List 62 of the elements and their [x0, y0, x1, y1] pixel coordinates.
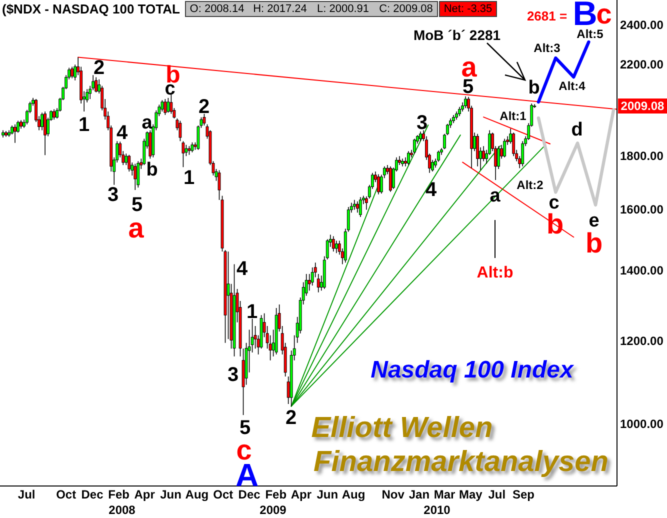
y-tick-label: 1200.00 — [620, 334, 664, 348]
annotation: Alt:2 — [516, 178, 544, 192]
annotation: 1 — [246, 301, 258, 323]
annotation: b — [146, 160, 158, 180]
annotation: a — [142, 112, 153, 134]
annotation: Elliott Wellen — [311, 412, 493, 444]
annotation: 2681 = — [526, 8, 568, 24]
annotation: d — [571, 120, 583, 140]
x-tick-label: Oct — [213, 488, 234, 502]
x-tick-label: Jun — [316, 488, 338, 502]
annotation: Alt:4 — [558, 79, 586, 93]
annotation: 1 — [183, 167, 195, 189]
y-tick-label: 1800.00 — [620, 148, 664, 163]
x-tick-label: Nov — [382, 488, 405, 502]
x-tick-label: Apr — [290, 488, 312, 502]
annotation: 2 — [93, 57, 105, 79]
x-tick-label: Jul — [488, 488, 506, 502]
x-tick-label: Aug — [185, 488, 209, 502]
annotation: 4 — [116, 122, 128, 144]
annotation: b — [528, 78, 540, 98]
x-tick-label: Aug — [342, 488, 366, 502]
annotation: 1 — [78, 114, 90, 136]
annotation: O: 2008.14 — [190, 3, 244, 15]
annotation: Net: -3.35 — [444, 3, 492, 15]
y-tick-label: 1400.00 — [620, 264, 664, 278]
x-tick-label: Jun — [160, 488, 182, 502]
y-tick-label: 2200.00 — [620, 57, 664, 72]
x-tick-label: Dec — [81, 488, 104, 502]
x-tick-label: Oct — [56, 488, 76, 502]
annotation: Alt:b — [476, 264, 514, 282]
annotation: H: 2017.24 — [253, 3, 307, 15]
annotation: c — [548, 192, 560, 214]
annotation: L: 2000.91 — [317, 3, 369, 15]
x-tick-label: Jan — [408, 488, 430, 502]
annotation: c — [596, 0, 612, 30]
annotation: 4 — [236, 258, 248, 280]
annotation: 3 — [416, 112, 428, 134]
annotation: MoB ´b´ 2281 — [413, 27, 501, 43]
x-tick-label: Apr — [134, 488, 156, 502]
text: 2010 — [424, 503, 451, 517]
y-tick-label: 1600.00 — [620, 202, 664, 217]
annotation: C: 2009.08 — [379, 3, 433, 15]
annotation: Finanzmarktanalysen — [314, 446, 608, 478]
annotation: 3 — [227, 364, 239, 386]
x-tick-label: Jul — [18, 488, 36, 502]
annotation: 2 — [198, 96, 210, 118]
x-tick-label: Mar — [434, 488, 456, 502]
annotation: Alt:3 — [534, 41, 561, 55]
annotation: Nasdaq 100 Index — [370, 356, 576, 384]
x-tick-label: Feb — [265, 488, 287, 502]
text: 2009 — [260, 503, 287, 517]
annotation: 4 — [425, 179, 438, 201]
annotation: 2 — [285, 407, 297, 429]
annotation: 3 — [107, 184, 119, 206]
annotation: Alt:1 — [500, 109, 527, 123]
y-tick-label: 1000.00 — [620, 416, 664, 431]
y-tick-label: 2400.00 — [620, 18, 664, 32]
text: 2008 — [108, 503, 136, 517]
x-tick-label: Feb — [108, 488, 130, 502]
x-tick-label: Sep — [512, 488, 534, 502]
x-tick-label: May — [459, 488, 483, 502]
chart-title: ($NDX - NASDAQ 100 TOTAL — [2, 2, 180, 16]
